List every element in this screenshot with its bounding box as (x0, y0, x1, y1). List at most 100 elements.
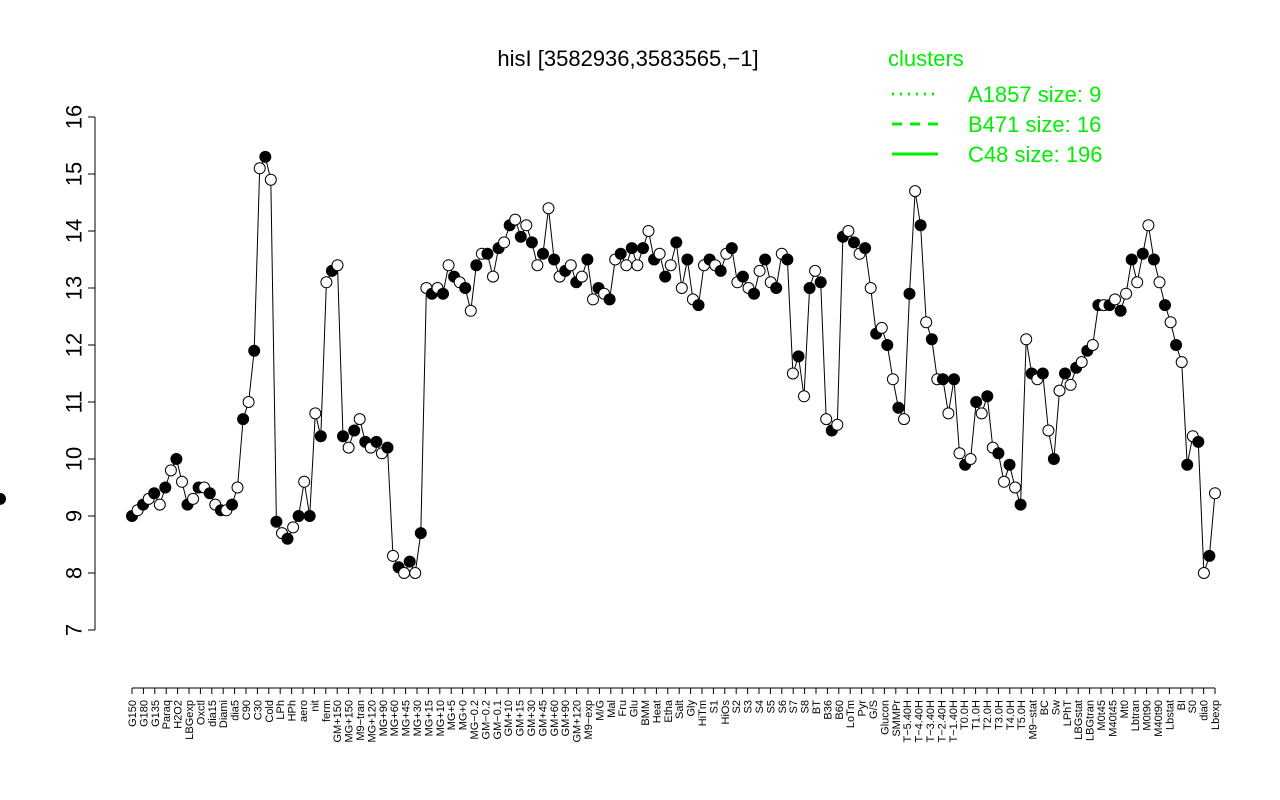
data-point (292, 510, 305, 522)
data-point (381, 441, 394, 454)
data-point (226, 498, 238, 511)
data-point (670, 236, 683, 249)
x-tick-label: S6 (777, 700, 789, 713)
x-tick-label: T−5.40H (902, 700, 914, 743)
x-tick-label: MG+0 (458, 700, 470, 730)
data-point (1003, 458, 1016, 471)
data-point (153, 498, 166, 511)
data-point (581, 253, 594, 266)
data-point (370, 435, 383, 448)
data-point (981, 390, 994, 403)
data-point (1142, 219, 1155, 232)
x-tick-label: Salt (674, 700, 686, 719)
data-point (1014, 498, 1027, 511)
x-tick-label: dia15 (207, 700, 219, 727)
x-tick-label: S7 (788, 700, 800, 713)
data-point (264, 173, 277, 186)
series-lines (131, 155, 1216, 575)
data-point (331, 259, 344, 272)
data-point (164, 464, 177, 477)
data-point (176, 475, 188, 488)
data-point (1175, 356, 1188, 369)
data-point (970, 396, 983, 408)
x-tick-label: LoTm (845, 700, 857, 728)
x-tick-label: GM+90 (560, 700, 572, 736)
y-tick-label: 13 (62, 276, 87, 300)
data-point (481, 247, 494, 260)
x-tick-label: MG+30 (412, 700, 424, 736)
data-point (992, 447, 1005, 460)
x-tick-label: MG+150 (344, 700, 356, 743)
data-point (786, 367, 799, 380)
x-tick-label: M40t45 (1107, 700, 1119, 737)
data-point (1164, 316, 1177, 329)
data-point (1109, 293, 1121, 306)
x-tick-label: C30 (252, 700, 264, 720)
x-tick-label: G180 (138, 700, 150, 727)
data-point (537, 247, 549, 260)
data-point (348, 424, 361, 437)
x-tick-label: aero (298, 700, 310, 722)
x-tick-label: Cold (264, 700, 276, 723)
x-tick-label: Etha (663, 699, 675, 723)
data-point (1114, 304, 1127, 317)
x-tick-label: S0 (1187, 700, 1199, 713)
data-point (548, 253, 561, 266)
data-point (187, 492, 200, 505)
data-point (792, 350, 805, 363)
x-tick-label: MG+45 (401, 700, 413, 736)
data-point (148, 487, 161, 500)
data-point (770, 282, 783, 294)
data-point (231, 481, 244, 494)
data-point (759, 253, 772, 266)
data-point (437, 287, 449, 300)
data-point (675, 282, 688, 294)
data-point (942, 407, 955, 420)
x-axis: G150 G180 G135 Paraq H2O2 LBGexp Oxctl dia15 Dia… (127, 687, 1222, 743)
data-point (248, 344, 261, 357)
data-point (398, 567, 411, 579)
x-tick-label: MG−0.2 (469, 700, 481, 739)
data-point (1170, 339, 1183, 351)
data-point (525, 236, 538, 249)
data-point (831, 418, 844, 431)
data-point (270, 515, 283, 528)
legend-entry-label: B471 size: 16 (968, 112, 1101, 137)
x-tick-label: T−1.40H (948, 700, 960, 743)
y-tick-label: 10 (62, 447, 87, 471)
x-tick-label: MG+60 (389, 700, 401, 736)
data-point (281, 532, 294, 545)
data-point (159, 481, 172, 494)
data-point (714, 264, 727, 277)
data-point (803, 282, 816, 294)
y-tick-label: 11 (62, 391, 87, 414)
data-point (898, 413, 910, 426)
x-tick-label: GM+30 (526, 700, 538, 736)
x-tick-label: LBGtran (1085, 700, 1097, 741)
x-tick-label: MG+10 (435, 700, 447, 736)
x-tick-label: Sw (1050, 700, 1062, 715)
x-tick-label: M9−tran (355, 700, 367, 741)
x-tick-label: M0t90 (1142, 700, 1154, 731)
data-point (1020, 333, 1033, 346)
data-point (498, 236, 511, 249)
data-point (614, 247, 627, 260)
data-point (642, 225, 655, 237)
data-point (692, 299, 705, 312)
x-tick-label: Paraq (161, 700, 173, 729)
data-point (203, 487, 216, 500)
data-point (920, 316, 933, 329)
data-point (409, 567, 422, 579)
x-tick-label: ferm (321, 700, 333, 722)
x-tick-label: T−4.40H (914, 700, 926, 743)
data-point (653, 247, 666, 260)
data-point (886, 373, 899, 386)
data-point (637, 242, 649, 255)
x-tick-label: Pyr (857, 700, 869, 717)
data-point (575, 270, 588, 283)
y-tick-label: 16 (62, 105, 87, 129)
data-point (1042, 424, 1055, 437)
data-point (1064, 378, 1077, 391)
x-tick-label: MG+90 (378, 700, 390, 736)
data-point (620, 259, 633, 272)
